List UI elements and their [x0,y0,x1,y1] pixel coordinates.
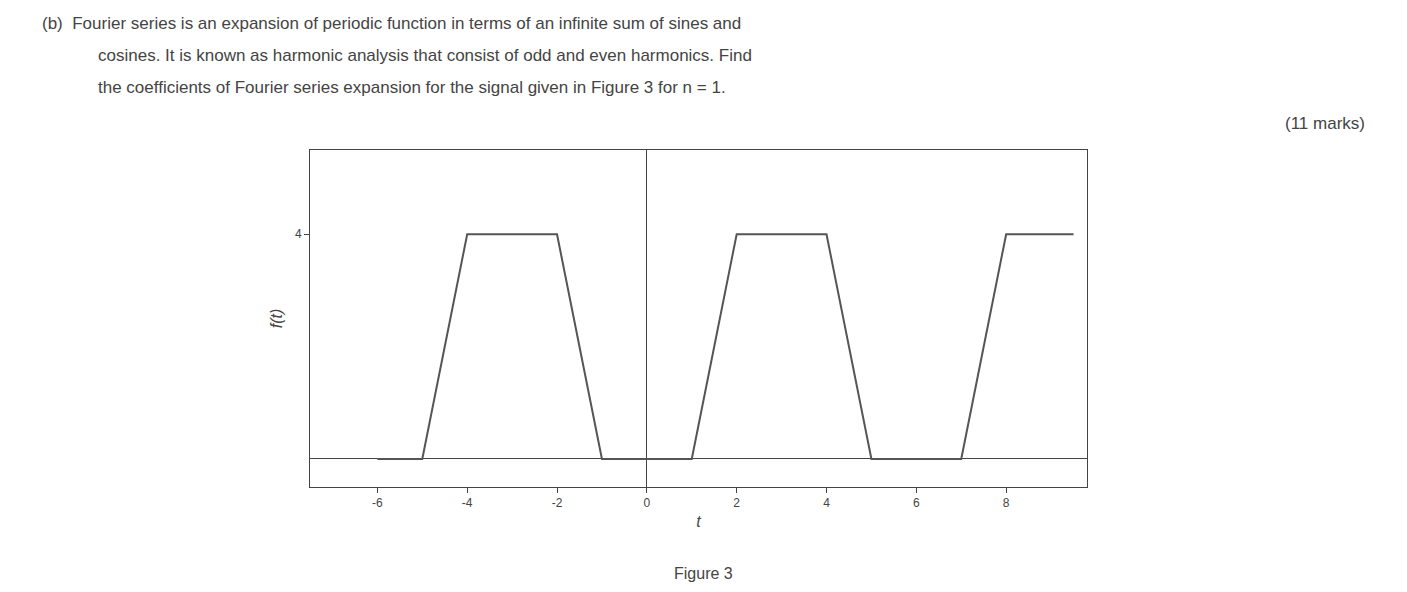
svg-text:0: 0 [644,496,651,510]
svg-text:-4: -4 [462,496,473,510]
svg-text:4: 4 [823,496,830,510]
svg-text:f(t): f(t) [268,309,285,329]
svg-text:t: t [696,513,701,530]
svg-text:6: 6 [913,496,920,510]
svg-text:(b) Fourier series is an expa: (b) Fourier series is an expansion of pe… [42,14,741,33]
svg-text:4: 4 [295,227,302,241]
svg-text:8: 8 [1003,496,1010,510]
svg-text:(11 marks): (11 marks) [1285,114,1365,133]
svg-text:Figure 3: Figure 3 [674,565,733,582]
svg-text:2: 2 [733,496,740,510]
svg-text:-6: -6 [372,496,383,510]
svg-text:cosines. It is known as harmon: cosines. It is known as harmonic analysi… [98,46,752,65]
svg-text:-2: -2 [552,496,563,510]
svg-text:the coefficients of Fourier se: the coefficients of Fourier series expan… [98,78,726,97]
